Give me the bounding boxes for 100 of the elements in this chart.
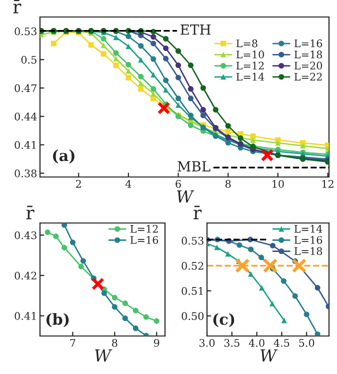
x-tick-label: 2 <box>76 180 81 188</box>
x-tick-label: 10 <box>272 180 284 188</box>
point <box>132 326 138 332</box>
y-tick-label: 0.5 <box>21 56 36 64</box>
point <box>258 285 265 291</box>
legend-label: L=12 <box>130 224 158 233</box>
y-tick-label: 0.53 <box>14 27 36 36</box>
y-tick-label: 0.41 <box>14 312 36 320</box>
point <box>250 137 256 143</box>
point <box>212 107 218 113</box>
x-tick-label: 8 <box>112 338 118 347</box>
x-tick-label: 4.5 <box>274 338 290 347</box>
y-tick-label: 0.38 <box>14 169 37 178</box>
point <box>113 50 119 56</box>
legend-label: L=16 <box>130 236 158 244</box>
point <box>113 62 119 68</box>
point <box>300 142 306 149</box>
x-axis-title: W <box>177 190 194 203</box>
x-tick-label: 3.0 <box>200 338 215 347</box>
point <box>157 102 170 115</box>
point <box>150 40 156 46</box>
x-tick-label: 7 <box>70 339 76 347</box>
annotation: MBL <box>178 161 210 172</box>
point <box>132 308 138 314</box>
point <box>150 34 156 40</box>
point <box>126 74 132 80</box>
point <box>214 244 220 250</box>
point <box>143 314 149 320</box>
y-tick-label: 0.51 <box>182 287 203 295</box>
point <box>138 74 144 80</box>
point <box>163 87 169 93</box>
point <box>100 36 106 42</box>
x-tick-label: 8 <box>225 180 231 188</box>
point <box>53 234 59 240</box>
point <box>248 246 254 252</box>
point <box>188 62 194 68</box>
x-tick-label: 6 <box>176 180 181 188</box>
point <box>200 107 206 113</box>
x-tick-label: 12 <box>322 180 334 188</box>
point <box>122 315 128 322</box>
y-tick-label: 0.44 <box>14 112 37 121</box>
point <box>235 258 250 274</box>
x-tick-label: 4 <box>125 180 132 188</box>
point <box>126 44 132 50</box>
point <box>225 123 231 129</box>
point <box>150 86 156 92</box>
point <box>250 134 256 140</box>
point <box>175 74 182 80</box>
point <box>314 285 320 291</box>
point <box>304 312 310 318</box>
point <box>122 300 128 306</box>
point <box>200 112 206 118</box>
annotation: (a) <box>53 149 74 164</box>
point <box>280 278 286 284</box>
point <box>188 86 194 92</box>
x-axis-title: W <box>95 349 112 362</box>
point <box>269 300 276 306</box>
point <box>163 45 169 52</box>
point <box>188 96 194 102</box>
legend-label: L=22 <box>294 72 322 81</box>
point <box>314 331 320 336</box>
annotation: ETH <box>180 24 211 35</box>
point <box>324 146 329 152</box>
point <box>44 230 50 236</box>
legend-label: L=14 <box>294 224 322 233</box>
point <box>101 290 107 296</box>
point <box>138 86 144 92</box>
point <box>150 72 156 78</box>
point <box>175 48 182 54</box>
point <box>163 78 169 84</box>
point <box>270 242 276 248</box>
annotation: (b) <box>46 313 69 328</box>
point <box>91 278 104 290</box>
point <box>248 271 254 277</box>
point <box>292 258 306 274</box>
y-tick-label: 0.52 <box>182 262 204 270</box>
legend-label: L=8 <box>236 39 258 48</box>
point <box>100 42 106 48</box>
point <box>292 293 298 299</box>
legend-label: L=18 <box>294 50 322 58</box>
y-tick-label: 0.47 <box>14 84 36 92</box>
x-tick-label: 4.0 <box>248 338 264 347</box>
y-tick-label: 0.50 <box>182 312 204 320</box>
y-tick-label: 0.42 <box>14 272 36 280</box>
point <box>154 318 160 324</box>
point <box>100 51 106 57</box>
y-axis-title: r̄ <box>194 206 202 220</box>
point <box>138 43 144 49</box>
point <box>150 56 156 62</box>
point <box>163 56 169 62</box>
annotation: (c) <box>213 313 234 328</box>
legend-label: L=10 <box>236 50 264 58</box>
legend-label: L=16 <box>294 236 322 244</box>
point <box>126 62 132 68</box>
point <box>175 96 182 102</box>
point <box>225 128 231 134</box>
point <box>260 148 274 162</box>
point <box>163 36 169 42</box>
point <box>70 240 76 246</box>
point <box>112 304 118 310</box>
